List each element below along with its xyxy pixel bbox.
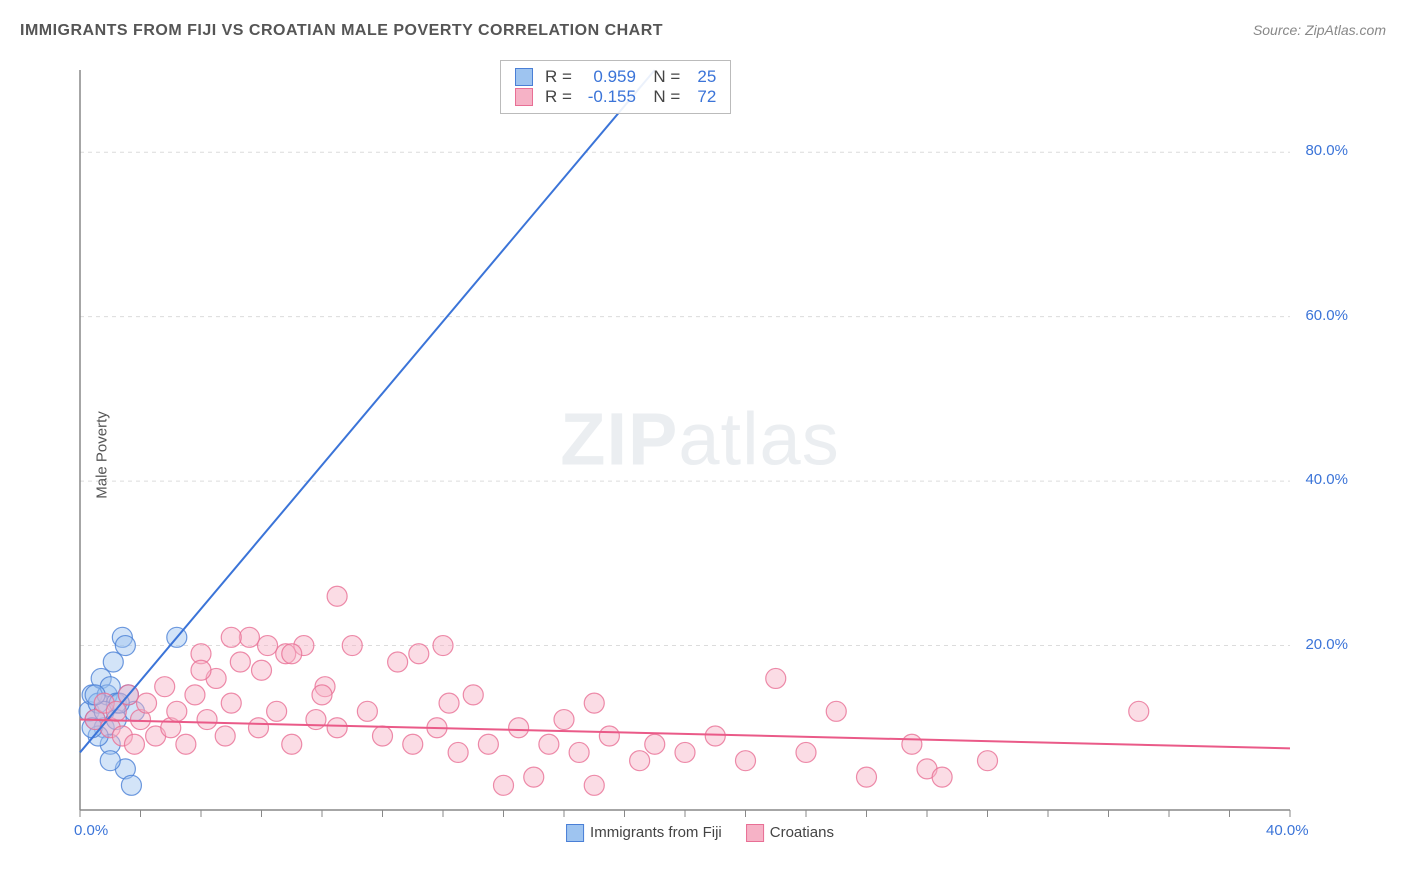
r-label: R = xyxy=(545,67,572,87)
n-value: 25 xyxy=(688,67,716,87)
legend-swatch xyxy=(746,824,764,842)
y-tick-label: 60.0% xyxy=(1305,307,1348,324)
x-tick-label: 0.0% xyxy=(74,822,108,839)
y-tick-label: 40.0% xyxy=(1305,471,1348,488)
n-value: 72 xyxy=(688,87,716,107)
r-value: 0.959 xyxy=(580,67,636,87)
chart-container: Male Poverty ZIPatlas R =0.959 N =25R =-… xyxy=(50,60,1350,850)
legend-swatch xyxy=(515,88,533,106)
chart-title: IMMIGRANTS FROM FIJI VS CROATIAN MALE PO… xyxy=(20,22,663,40)
correlation-stats-box: R = 0.959 N = 25 R = -0.155 N = 72 xyxy=(500,60,731,114)
y-tick-label: 80.0% xyxy=(1305,142,1348,159)
r-value: -0.155 xyxy=(580,87,636,107)
legend-swatch xyxy=(566,824,584,842)
source-label: Source: xyxy=(1253,22,1301,38)
scatter-plot xyxy=(50,60,1350,850)
legend-label: Immigrants from Fiji xyxy=(590,824,722,841)
legend-label: Croatians xyxy=(770,824,834,841)
legend-item: Croatians xyxy=(746,824,834,842)
n-label: N = xyxy=(644,67,680,87)
stats-row: R = -0.155 N = 72 xyxy=(515,87,716,107)
legend: Immigrants from Fiji Croatians xyxy=(566,824,834,842)
y-tick-label: 20.0% xyxy=(1305,636,1348,653)
stats-row: R = 0.959 N = 25 xyxy=(515,67,716,87)
source-credit: Source: ZipAtlas.com xyxy=(1253,22,1386,38)
n-label: N = xyxy=(644,87,680,107)
r-label: R = xyxy=(545,87,572,107)
y-axis-label: Male Poverty xyxy=(93,411,110,499)
x-tick-label: 40.0% xyxy=(1266,822,1309,839)
legend-item: Immigrants from Fiji xyxy=(566,824,722,842)
legend-swatch xyxy=(515,68,533,86)
source-name: ZipAtlas.com xyxy=(1305,22,1386,38)
